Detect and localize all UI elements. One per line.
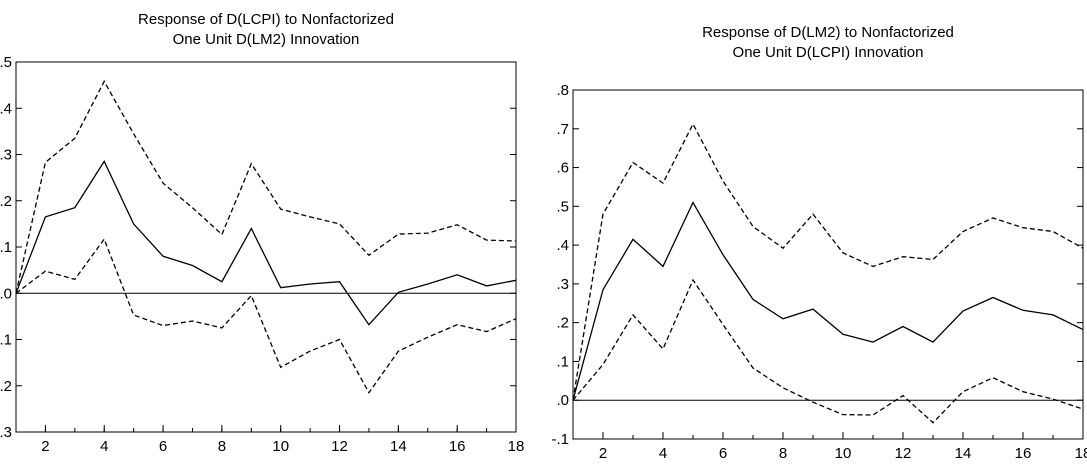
right-impulse-response-panel: -.1 .0 .1 .2 .3 .4 .5 .6 .7 .8 2 4 6 8 10 12 14 16 18	[551, 82, 1087, 462]
left-y-tick-label: -.3	[0, 424, 12, 441]
left-y-tick-label: .5	[0, 54, 12, 71]
right-chart-title: Response of D(LM2) to Nonfactorized One …	[573, 23, 1083, 63]
right-chart-title-line2: One Unit D(LCPI) Innovation	[732, 44, 924, 61]
left-y-tick-label: .1	[0, 239, 12, 256]
left-impulse-response-panel: -.3 -.2 -.1 .0 .1 .2 .3 .4 .5 2 4 6 8 10 12 14 16 18	[0, 54, 524, 455]
left-y-tick-label: -.1	[0, 332, 12, 349]
left-x-tick-label: 16	[449, 438, 466, 455]
left-plot-frame	[15, 61, 517, 433]
right-x-tick-label: 6	[719, 445, 727, 462]
left-x-tick-label: 6	[159, 438, 167, 455]
right-x-tick-label: 4	[659, 445, 667, 462]
right-y-tick-label: .5	[556, 198, 569, 215]
left-y-tick-label: .2	[0, 193, 12, 210]
left-y-tick-label: -.2	[0, 378, 12, 395]
right-y-tick-label: .3	[556, 276, 569, 293]
right-x-tick-label: 18	[1075, 445, 1087, 462]
right-y-tick-label: .2	[556, 315, 569, 332]
right-y-tick-label: -.1	[551, 431, 569, 448]
right-chart-title-line1: Response of D(LM2) to Nonfactorized	[702, 24, 954, 41]
right-x-tick-label: 10	[835, 445, 852, 462]
left-confidence-band-line-1	[15, 80, 517, 294]
right-y-tick-label: .7	[556, 121, 569, 138]
right-y-tick-label: .6	[556, 160, 569, 177]
left-x-tick-label: 14	[390, 438, 407, 455]
left-confidence-band-line-2	[15, 237, 517, 394]
right-y-tick-label: .8	[556, 82, 569, 99]
left-chart-title: Response of D(LCPI) to Nonfactorized One…	[16, 10, 516, 50]
right-x-tick-label: 14	[955, 445, 972, 462]
left-x-tick-label: 4	[100, 438, 108, 455]
left-x-tick-label: 12	[331, 438, 348, 455]
left-x-tick-label: 8	[218, 438, 226, 455]
right-plot-frame	[572, 89, 1084, 440]
right-confidence-band-line-2	[572, 278, 1084, 424]
right-x-tick-label: 12	[895, 445, 912, 462]
left-x-tick-label: 18	[508, 438, 525, 455]
left-x-tick-label: 10	[272, 438, 289, 455]
left-response-line	[15, 160, 517, 326]
left-y-tick-label: .0	[0, 285, 12, 302]
right-x-tick-label: 8	[779, 445, 787, 462]
right-y-tick-label: .4	[556, 237, 569, 254]
right-y-tick-label: .1	[556, 353, 569, 370]
left-chart-title-line1: Response of D(LCPI) to Nonfactorized	[138, 11, 394, 28]
right-y-tick-label: .0	[556, 392, 569, 409]
left-y-tick-label: .3	[0, 147, 12, 164]
left-chart-title-line2: One Unit D(LM2) Innovation	[172, 31, 360, 48]
right-response-line	[572, 201, 1084, 401]
right-x-tick-label: 2	[599, 445, 607, 462]
right-x-tick-label: 16	[1015, 445, 1032, 462]
left-x-tick-label: 2	[41, 438, 49, 455]
left-y-tick-label: .4	[0, 100, 12, 117]
right-confidence-band-line-1	[572, 122, 1084, 401]
